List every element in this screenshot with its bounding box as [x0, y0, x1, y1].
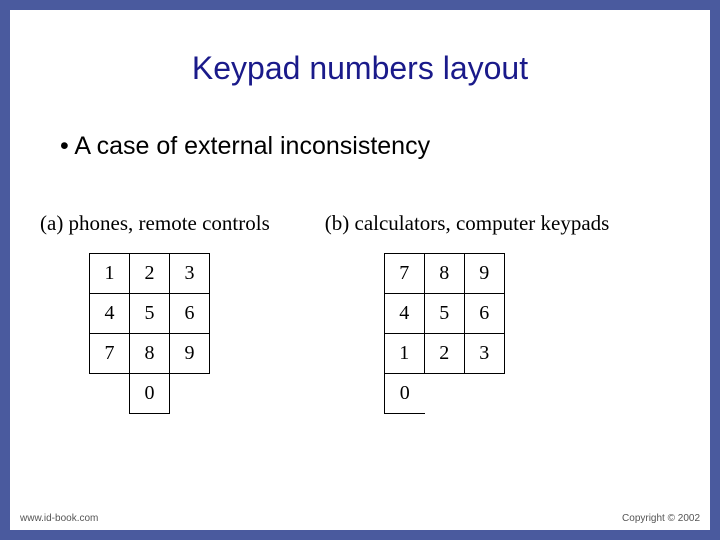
cell: 5 [129, 293, 170, 334]
cell-zero: 0 [384, 373, 425, 414]
cell: 2 [129, 253, 170, 294]
keypad-a: (a) phones, remote controls 1 2 3 4 5 6 … [40, 211, 270, 414]
footer: www.id-book.com Copyright © 2002 [20, 513, 700, 524]
grid-a: 1 2 3 4 5 6 7 8 9 0 [90, 254, 270, 414]
keypad-b: (b) calculators, computer keypads 7 8 9 … [325, 211, 610, 414]
cell: 9 [169, 333, 210, 374]
cell: 6 [169, 293, 210, 334]
cell: 8 [424, 253, 465, 294]
cell: 3 [169, 253, 210, 294]
cell: 3 [464, 333, 505, 374]
footer-copyright: Copyright © 2002 [622, 513, 700, 524]
bullet-point: A case of external inconsistency [60, 132, 710, 161]
cell: 9 [464, 253, 505, 294]
cell: 5 [424, 293, 465, 334]
caption-a: (a) phones, remote controls [40, 211, 270, 236]
cell-empty [169, 373, 210, 414]
cell-empty [464, 373, 505, 414]
cell: 1 [89, 253, 130, 294]
slide: Keypad numbers layout A case of external… [10, 10, 710, 530]
caption-b: (b) calculators, computer keypads [325, 211, 610, 236]
cell: 7 [384, 253, 425, 294]
cell: 4 [384, 293, 425, 334]
cell-empty [424, 373, 465, 414]
slide-title: Keypad numbers layout [10, 50, 710, 87]
cell: 7 [89, 333, 130, 374]
cell: 8 [129, 333, 170, 374]
grid-b: 7 8 9 4 5 6 1 2 3 0 [385, 254, 610, 414]
cell: 1 [384, 333, 425, 374]
cell: 4 [89, 293, 130, 334]
cell-empty [89, 373, 130, 414]
cell-zero: 0 [129, 373, 170, 414]
cell: 2 [424, 333, 465, 374]
cell: 6 [464, 293, 505, 334]
footer-url: www.id-book.com [20, 513, 98, 524]
keypads-container: (a) phones, remote controls 1 2 3 4 5 6 … [10, 211, 710, 414]
